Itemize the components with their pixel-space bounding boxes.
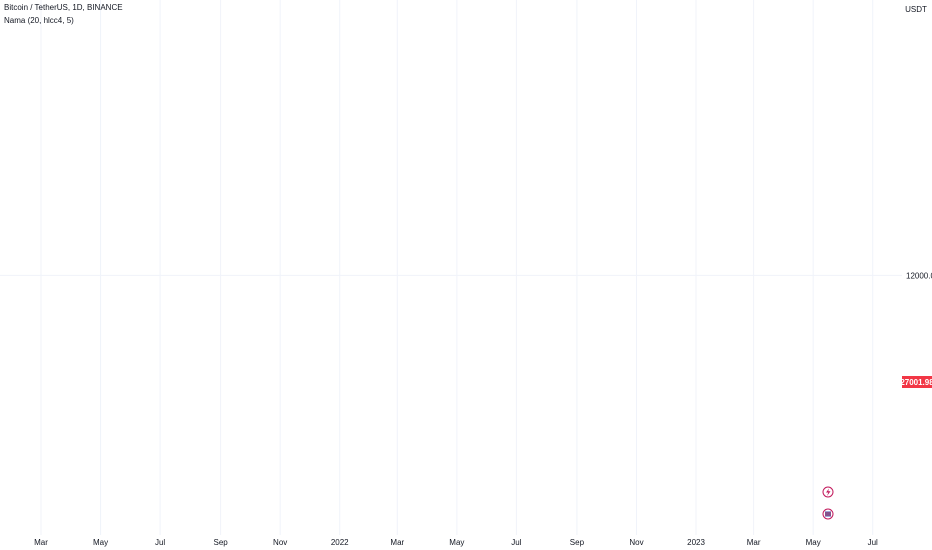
current-price-badge bbox=[902, 376, 932, 388]
price-axis-unit: USDT bbox=[905, 5, 927, 14]
flag-icon[interactable] bbox=[822, 508, 834, 520]
x-tick-label: Nov bbox=[629, 538, 643, 547]
axes: 72000.0068000.0064000.0060000.0056000.00… bbox=[34, 271, 932, 547]
x-tick-label: 2022 bbox=[331, 538, 349, 547]
x-tick-label: Nov bbox=[273, 538, 287, 547]
x-tick-label: Jul bbox=[868, 538, 878, 547]
y-tick-label: 12000.00 bbox=[906, 271, 932, 280]
x-tick-label: May bbox=[449, 538, 464, 547]
x-tick-label: Sep bbox=[214, 538, 229, 547]
x-tick-label: Mar bbox=[34, 538, 48, 547]
indicator-legend: Nama (20, hlcc4, 5) bbox=[4, 16, 74, 25]
symbol-title: Bitcoin / TetherUS, 1D, BINANCE bbox=[4, 3, 123, 12]
grid bbox=[0, 0, 902, 535]
current-price-label: 27001.98 bbox=[900, 378, 932, 387]
x-tick-label: Mar bbox=[747, 538, 761, 547]
x-tick-label: 2023 bbox=[687, 538, 705, 547]
x-tick-label: May bbox=[93, 538, 108, 547]
x-tick-label: Jul bbox=[511, 538, 521, 547]
x-tick-label: Sep bbox=[570, 538, 585, 547]
x-tick-label: Mar bbox=[390, 538, 404, 547]
x-tick-label: Jul bbox=[155, 538, 165, 547]
x-tick-label: May bbox=[806, 538, 821, 547]
lightning-icon[interactable] bbox=[822, 486, 834, 498]
